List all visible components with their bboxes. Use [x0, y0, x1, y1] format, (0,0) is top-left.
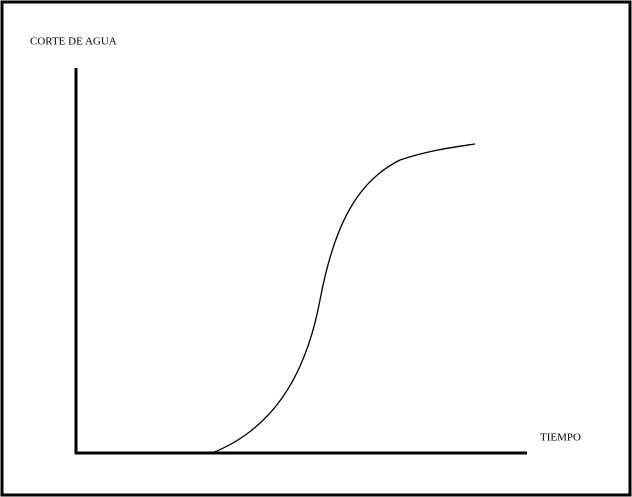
x-axis-label: TIEMPO: [540, 432, 581, 444]
y-axis-label: CORTE DE AGUA: [30, 36, 117, 48]
s-curve: [211, 143, 476, 454]
